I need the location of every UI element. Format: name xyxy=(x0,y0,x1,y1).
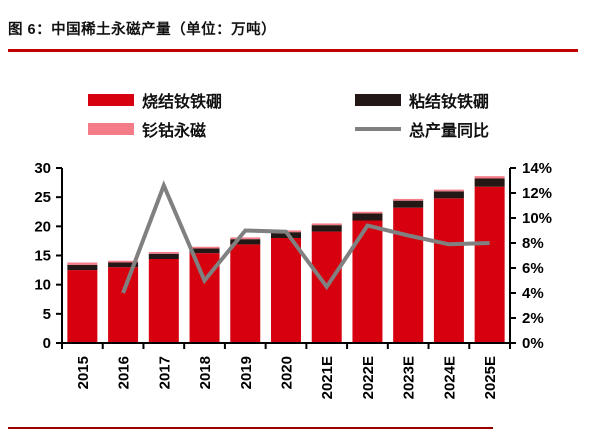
right-axis-tick-label: 2% xyxy=(522,310,544,327)
x-axis-tick-label: 2017 xyxy=(156,356,173,389)
legend-item-smco: 钐钴永磁 xyxy=(88,117,206,141)
right-axis-tick-label: 8% xyxy=(522,235,544,252)
legend-label: 总产量同比 xyxy=(409,123,490,140)
bar-segment-2024E xyxy=(433,189,464,192)
combo-chart: 0 5 10 15 20 25 30 0% 2% 4% 6% 8% 10% 12% 14% 2015 2016 2… xyxy=(34,160,552,399)
legend-item-sintered-ndfeb: 烧结钕铁硼 xyxy=(88,88,222,112)
bar-segment-2025E xyxy=(474,176,505,179)
legend-item-yoy-line: 总产量同比 xyxy=(355,117,489,141)
left-axis-tick-label: 30 xyxy=(34,160,51,177)
legend-line-swatch-gray xyxy=(355,127,401,131)
right-axis-tick-label: 0% xyxy=(522,335,544,352)
left-axis-tick-label: 15 xyxy=(34,248,51,265)
figure-bottom-rule xyxy=(8,427,493,429)
bar-segment-2017 xyxy=(148,253,179,259)
bar-segment-2023E xyxy=(393,207,424,343)
x-axis-tick-label: 2024E xyxy=(441,356,458,399)
x-axis-tick-label: 2023E xyxy=(401,356,418,399)
bar-segment-2017 xyxy=(148,252,179,254)
bar-segment-2019 xyxy=(230,237,261,240)
bar-segment-2016 xyxy=(108,260,139,263)
legend-label: 烧结钕铁硼 xyxy=(142,94,223,111)
x-axis-tick-label: 2021E xyxy=(319,356,336,399)
bar-segment-2016 xyxy=(108,267,139,343)
bar-segment-2015 xyxy=(67,264,98,271)
x-axis-tick-label: 2018 xyxy=(197,356,214,389)
bar-segment-2018 xyxy=(189,248,220,254)
bar-segment-2024E xyxy=(433,198,464,343)
bar-segment-2015 xyxy=(67,262,98,265)
left-axis-tick-label: 25 xyxy=(34,189,51,206)
x-axis-tick-label: 2015 xyxy=(75,356,92,389)
title-underline xyxy=(8,49,578,52)
x-axis-tick-label: 2020 xyxy=(279,356,296,389)
bar-segment-2022E xyxy=(352,213,383,221)
x-axis-tick-label: 2025E xyxy=(482,356,499,399)
yoy-line xyxy=(121,180,490,294)
page-title: 图 6：中国稀土永磁产量（单位：万吨） xyxy=(8,22,277,38)
bar-segment-2015 xyxy=(67,270,98,343)
left-axis-tick-label: 0 xyxy=(43,335,51,352)
bar-segment-2021E xyxy=(311,223,342,226)
bar-segment-2024E xyxy=(433,191,464,199)
legend-label: 钐钴永磁 xyxy=(142,123,207,140)
right-axis-tick-label: 4% xyxy=(522,285,544,302)
x-axis-tick-label: 2022E xyxy=(360,356,377,399)
bar-segment-2019 xyxy=(230,239,261,245)
bar-segment-2020 xyxy=(271,232,301,238)
bar-segment-2016 xyxy=(108,262,139,268)
bar-segment-2023E xyxy=(393,198,424,201)
legend-swatch-red xyxy=(88,94,134,106)
right-axis-tick-label: 10% xyxy=(522,210,552,227)
right-axis-tick-label: 12% xyxy=(522,185,552,202)
bar-segment-2018 xyxy=(189,246,220,249)
right-axis-tick-label: 6% xyxy=(522,260,544,277)
left-axis-tick-label: 5 xyxy=(43,306,51,323)
legend-swatch-pink xyxy=(88,123,134,135)
legend-label: 粘结钕铁硼 xyxy=(409,94,490,111)
bar-segment-2019 xyxy=(230,244,261,343)
right-axis-tick-label: 14% xyxy=(522,160,552,177)
left-axis-tick-label: 10 xyxy=(34,277,51,294)
bar-segment-2023E xyxy=(393,200,424,208)
bar-segment-2025E xyxy=(474,186,505,343)
bar-segment-2025E xyxy=(474,178,505,187)
bar-segment-2021E xyxy=(311,225,342,232)
bar-segment-2022E xyxy=(352,211,383,214)
bar-segment-2020 xyxy=(271,238,301,343)
x-axis-tick-label: 2016 xyxy=(116,356,133,389)
legend-swatch-black xyxy=(355,94,401,106)
x-axis-tick-label: 2019 xyxy=(238,356,255,389)
left-axis-tick-label: 20 xyxy=(34,218,51,235)
legend-item-bonded-ndfeb: 粘结钕铁硼 xyxy=(355,88,489,112)
bar-segment-2017 xyxy=(148,259,179,343)
